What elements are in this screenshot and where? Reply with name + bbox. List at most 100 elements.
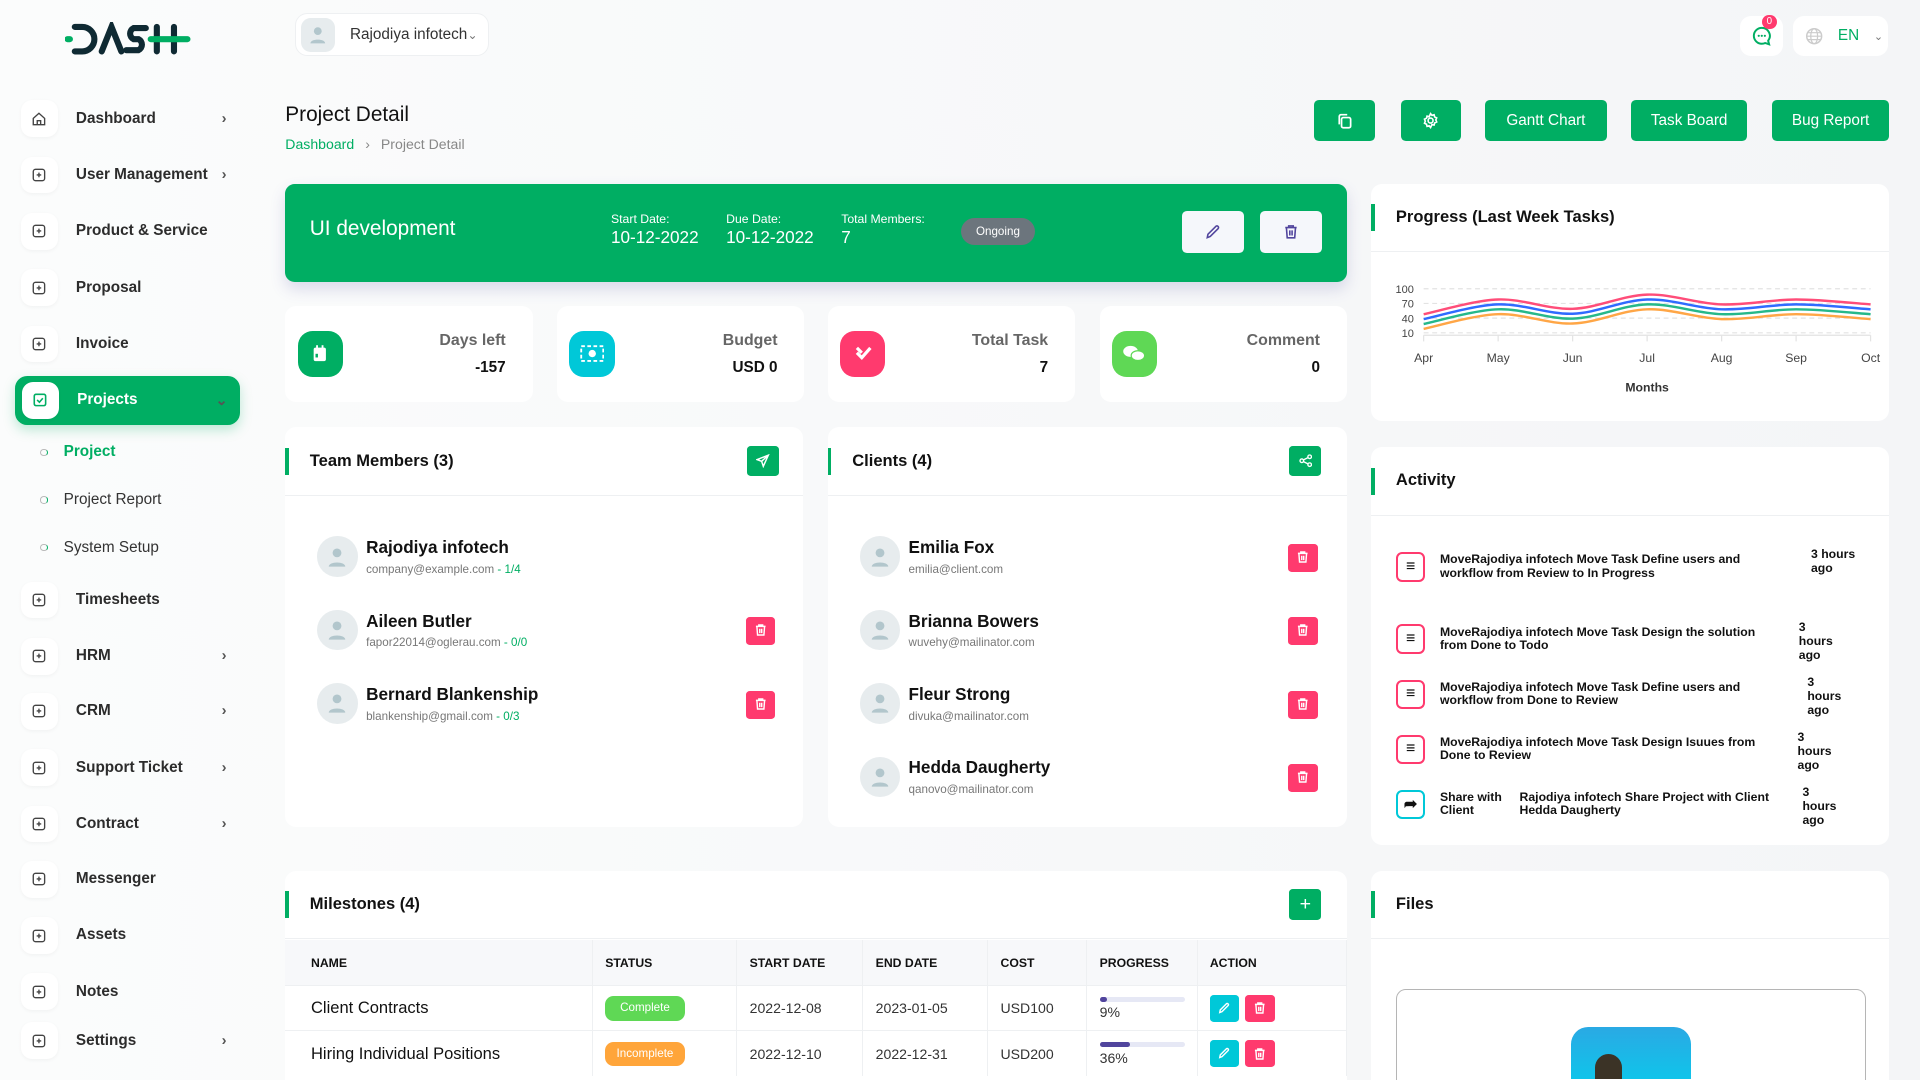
sidebar-item-timesheets[interactable]: Timesheets xyxy=(20,577,239,624)
sidebar-item-hrm[interactable]: HRM › xyxy=(20,633,239,680)
share-icon xyxy=(1298,454,1312,468)
delete-milestone-button[interactable] xyxy=(1245,994,1275,1022)
sidebar-item-notes[interactable]: Notes xyxy=(20,969,239,1016)
remove-client-button[interactable] xyxy=(1288,690,1318,719)
activity-time: 3 hours ago xyxy=(1811,547,1856,576)
team-members-title: Team Members (3) xyxy=(309,450,454,470)
sidebar-item-projects[interactable]: Projects ⌄ xyxy=(14,375,240,425)
activity-item: ≡ MoveRajodiya infotech Move Task Design … xyxy=(1395,624,1784,654)
edit-milestone-button[interactable] xyxy=(1209,1040,1240,1068)
sidebar-item-label: HRM xyxy=(75,647,111,665)
x-tick-label: May xyxy=(1487,351,1511,365)
member-email: fapor22014@oglerau.com xyxy=(366,636,501,650)
sidebar-item-dashboard[interactable]: Dashboard › xyxy=(20,96,239,143)
column-header[interactable]: START DATE xyxy=(736,940,864,986)
duplicate-button[interactable] xyxy=(1313,100,1376,141)
progress-card: Progress (Last Week Tasks) 100 70 40 10 Apr M… xyxy=(1371,183,1890,422)
client-name: Fleur Strong xyxy=(908,684,1011,704)
member-name: Aileen Butler xyxy=(366,610,472,631)
sidebar-item-contract[interactable]: Contract › xyxy=(20,801,239,848)
chevron-down-icon: ⌄ xyxy=(467,27,478,42)
sidebar-item-proposal[interactable]: Proposal xyxy=(20,264,239,311)
column-header[interactable]: STATUS xyxy=(592,940,738,986)
sidebar-item-assets[interactable]: Assets xyxy=(20,912,239,959)
share-client-button[interactable] xyxy=(1289,445,1322,477)
activity-item: ≡ MoveRajodiya infotech Move Task Design … xyxy=(1395,734,1783,765)
progress-bar xyxy=(1099,996,1186,1002)
column-header[interactable]: NAME xyxy=(285,940,593,986)
y-tick-label: 70 xyxy=(1402,299,1414,311)
series-line-1 xyxy=(1423,293,1872,316)
breadcrumb-dashboard[interactable]: Dashboard xyxy=(285,135,355,152)
remove-member-button[interactable] xyxy=(745,690,776,719)
column-header[interactable]: COST xyxy=(987,940,1088,986)
series-line-2 xyxy=(1423,298,1872,321)
messages-button[interactable]: 0 xyxy=(1740,14,1783,57)
gear-icon xyxy=(20,1022,58,1060)
crm-icon xyxy=(20,693,58,730)
delete-project-button[interactable] xyxy=(1259,210,1323,254)
sidebar-item-settings[interactable]: Settings › xyxy=(20,1022,239,1060)
settings-button[interactable] xyxy=(1400,100,1461,141)
sidebar-item-product-service[interactable]: Product & Service xyxy=(20,208,239,255)
company-selector[interactable]: Rajodiya infotech ⌄ xyxy=(295,13,489,57)
file-thumbnail[interactable] xyxy=(1570,1027,1691,1079)
list-icon: ≡ xyxy=(1395,679,1426,709)
remove-client-button[interactable] xyxy=(1288,617,1318,646)
gantt-chart-button[interactable]: Gantt Chart xyxy=(1485,100,1607,141)
member-email: blankenship@gmail.com xyxy=(366,709,493,723)
end-date: 2023-01-05 xyxy=(862,985,989,1031)
column-header[interactable]: END DATE xyxy=(862,940,989,986)
avatar xyxy=(317,536,358,577)
sidebar-subitem-system-setup[interactable]: System Setup xyxy=(40,539,159,557)
activity-type: Move xyxy=(1439,624,1472,639)
cart-icon xyxy=(20,213,58,250)
sidebar-item-invoice[interactable]: Invoice xyxy=(20,321,239,368)
milestones-title: Milestones (4) xyxy=(309,893,420,913)
avatar xyxy=(300,17,336,53)
sidebar-subitem-project[interactable]: Project xyxy=(40,443,116,461)
progress-bar xyxy=(1099,1042,1186,1048)
activity-type: Move xyxy=(1439,734,1472,749)
edit-project-button[interactable] xyxy=(1181,210,1245,254)
add-milestone-button[interactable]: + xyxy=(1289,888,1322,920)
file-dropzone[interactable] xyxy=(1395,989,1867,1080)
x-axis-title: Months xyxy=(1626,381,1670,395)
sidebar-item-crm[interactable]: CRM › xyxy=(20,688,239,735)
sidebar-item-label: Proposal xyxy=(75,278,142,296)
clock-icon xyxy=(20,581,58,619)
column-header[interactable]: ACTION xyxy=(1197,940,1347,986)
remove-client-button[interactable] xyxy=(1288,543,1318,572)
avatar xyxy=(859,683,900,724)
sidebar-item-label: Settings xyxy=(75,1031,137,1049)
language-selector[interactable]: EN ⌄ xyxy=(1792,15,1889,57)
remove-member-button[interactable] xyxy=(745,617,776,646)
status-badge: Ongoing xyxy=(961,217,1035,245)
bug-report-button[interactable]: Bug Report xyxy=(1771,100,1890,141)
due-date-label: Due Date: xyxy=(726,211,782,226)
client-item: Fleur Strong divuka@mailinator.com xyxy=(859,683,1029,724)
chevron-down-icon: ⌄ xyxy=(1873,30,1884,43)
progress-title: Progress (Last Week Tasks) xyxy=(1395,206,1615,226)
activity-type: Share with Client xyxy=(1439,790,1502,818)
sidebar-item-support-ticket[interactable]: Support Ticket › xyxy=(20,744,239,791)
delete-milestone-button[interactable] xyxy=(1245,1040,1275,1068)
stat-card-days-left: Days left -157 xyxy=(285,306,533,402)
task-board-button[interactable]: Task Board xyxy=(1631,100,1748,141)
milestone-name: Client Contracts xyxy=(285,985,593,1031)
checkbox-icon xyxy=(22,382,59,419)
invite-member-button[interactable] xyxy=(746,445,779,477)
client-name: Hedda Daugherty xyxy=(908,757,1051,778)
remove-client-button[interactable] xyxy=(1288,764,1318,793)
end-date: 2022-12-31 xyxy=(862,1030,989,1077)
sidebar-item-user-management[interactable]: User Management › xyxy=(20,152,239,199)
edit-milestone-button[interactable] xyxy=(1209,994,1240,1022)
activity-item: ≡ MoveRajodiya infotech Move Task Define … xyxy=(1395,552,1796,582)
sidebar-item-messenger[interactable]: Messenger xyxy=(20,856,239,903)
chevron-right-icon: › xyxy=(221,759,227,776)
double-check-icon xyxy=(839,330,886,378)
sidebar-subitem-project-report[interactable]: Project Report xyxy=(40,491,161,509)
column-header[interactable]: PROGRESS xyxy=(1086,940,1198,986)
calculator-icon xyxy=(20,917,58,954)
table-row: Client Contracts Complete 2022-12-08 2023-0… xyxy=(285,985,1347,1031)
